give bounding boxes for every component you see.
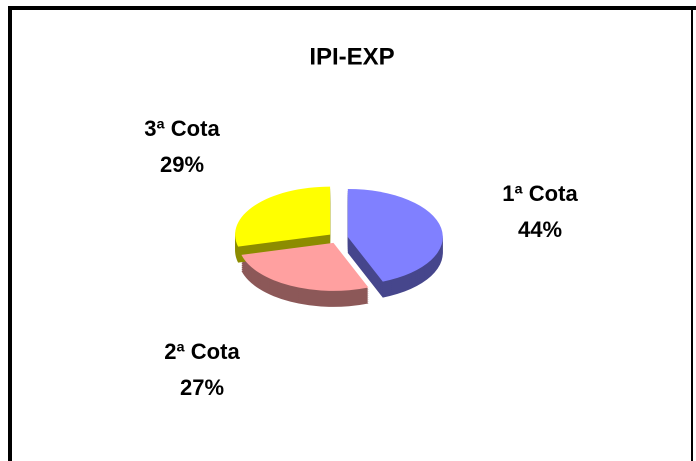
slice-value-label: 29% [160,152,204,177]
slice [347,188,443,282]
chart-title: IPI-EXP [309,43,394,70]
slice-value-label: 44% [518,217,562,242]
slice [235,186,331,247]
slice-label: 3ª Cota [144,116,220,141]
slice [241,242,369,291]
slice-label: 1ª Cota [502,181,578,206]
slice-label: 2ª Cota [164,339,240,364]
slice-value-label: 27% [180,375,224,400]
